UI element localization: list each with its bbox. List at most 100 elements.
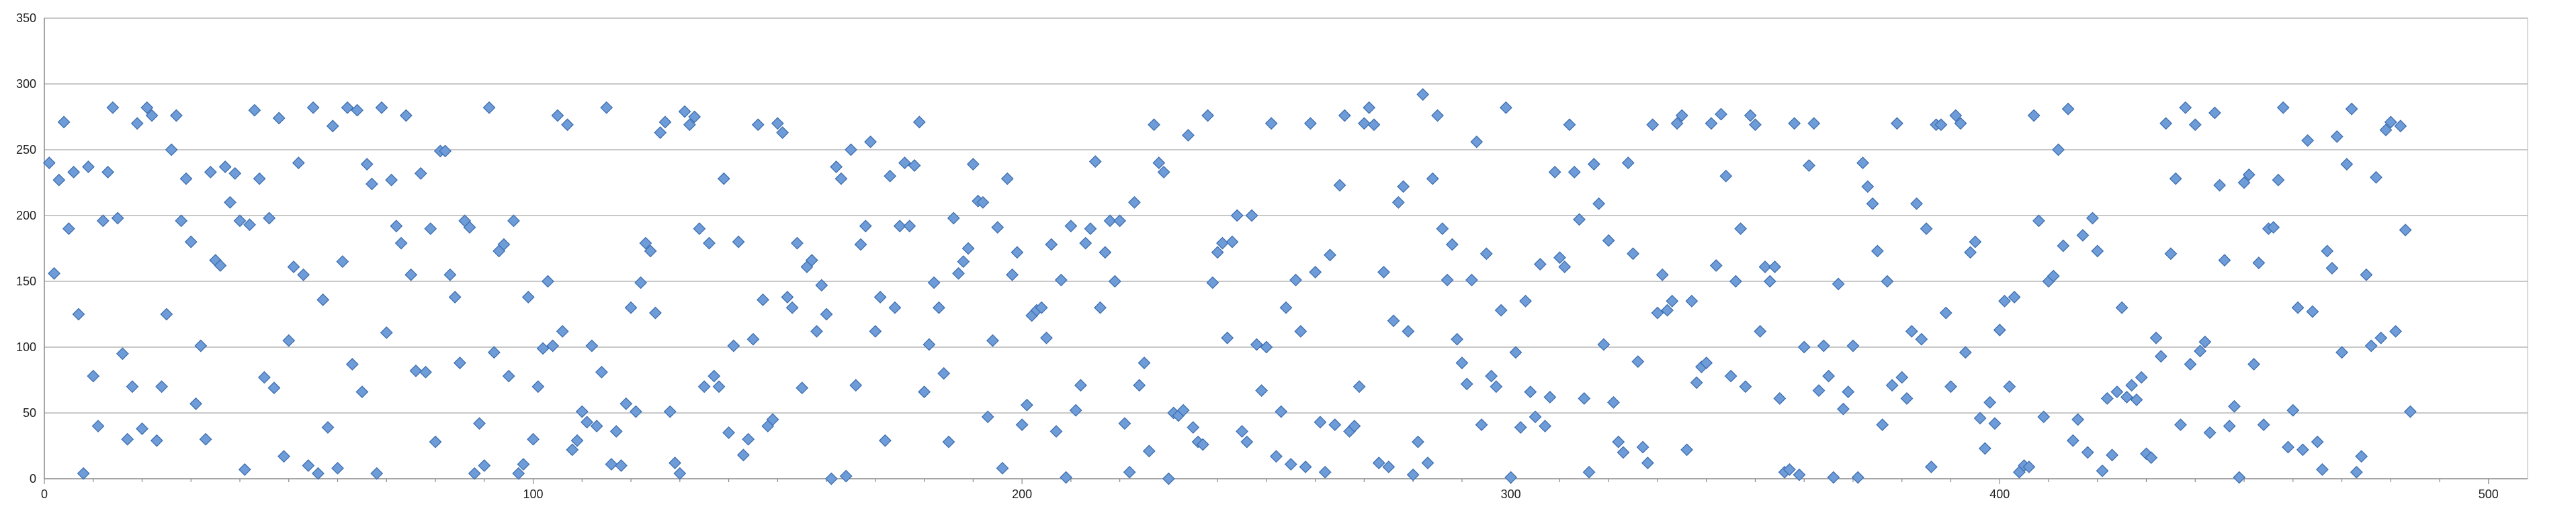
data-point: [2110, 385, 2124, 399]
data-point: [1739, 380, 1752, 393]
data-point: [952, 267, 965, 280]
data-point: [1709, 259, 1723, 272]
data-point: [1416, 88, 1430, 101]
data-point: [976, 195, 990, 209]
data-point: [2208, 106, 2221, 120]
data-point: [712, 380, 726, 393]
data-point: [1558, 261, 1572, 273]
data-point: [404, 268, 418, 281]
data-point: [634, 276, 648, 289]
data-point: [482, 101, 496, 114]
data-point: [321, 421, 335, 434]
data-point: [2184, 358, 2197, 371]
data-point: [414, 167, 427, 180]
data-point: [2345, 102, 2358, 115]
data-point: [257, 371, 271, 384]
data-point: [106, 101, 120, 114]
data-point: [536, 342, 550, 355]
data-point: [429, 435, 442, 449]
data-point: [1406, 468, 1420, 481]
data-point: [1524, 385, 1537, 399]
data-point: [1367, 118, 1381, 132]
data-point: [179, 172, 193, 185]
data-point: [1582, 465, 1596, 479]
data-point: [1519, 294, 1532, 308]
data-point: [937, 367, 951, 380]
data-point: [1049, 425, 1063, 438]
data-point: [1137, 357, 1151, 369]
data-point: [96, 214, 110, 228]
data-point: [82, 160, 95, 173]
data-point: [2267, 221, 2280, 234]
data-point: [2032, 214, 2045, 228]
data-point: [1445, 238, 1459, 251]
data-point: [566, 443, 579, 457]
data-point: [624, 301, 638, 314]
data-point: [873, 291, 887, 303]
data-point: [1142, 444, 1156, 458]
data-point: [2399, 224, 2412, 236]
data-point: [1289, 273, 1302, 287]
y-tick-label: 50: [23, 406, 36, 420]
data-point: [454, 357, 466, 369]
data-point: [1998, 294, 2011, 308]
data-point: [600, 101, 613, 114]
data-point: [991, 221, 1004, 234]
data-point: [1284, 458, 1297, 471]
data-point: [1245, 209, 1258, 222]
data-point: [590, 420, 603, 433]
data-point: [1000, 172, 1014, 185]
data-point: [2306, 305, 2319, 318]
data-point: [1441, 273, 1454, 287]
data-point: [1079, 236, 1092, 250]
data-point: [2316, 463, 2329, 476]
data-point: [2086, 212, 2099, 225]
data-point: [1103, 214, 1117, 228]
data-point: [336, 255, 349, 269]
data-point: [1236, 425, 1248, 438]
y-tick-label: 0: [30, 472, 36, 485]
data-point: [1700, 357, 1713, 369]
data-point: [394, 236, 408, 250]
data-point: [957, 255, 970, 269]
data-point: [551, 109, 564, 122]
data-point: [2057, 239, 2070, 252]
data-point: [918, 385, 931, 399]
data-point: [1485, 369, 1498, 383]
data-point: [385, 173, 398, 187]
data-point: [1045, 238, 1058, 251]
data-point: [961, 242, 975, 255]
data-point: [1182, 129, 1195, 142]
data-point: [1920, 222, 1933, 236]
data-point: [1020, 398, 1033, 412]
data-point: [2384, 115, 2397, 129]
data-point: [140, 101, 154, 114]
data-point: [1568, 165, 1581, 179]
data-point: [1866, 197, 1879, 210]
data-point: [673, 467, 687, 480]
data-point: [1255, 384, 1269, 397]
data-point: [908, 159, 921, 172]
data-point: [663, 405, 677, 418]
data-point: [175, 214, 188, 228]
data-point: [1734, 222, 1748, 236]
x-axis-tick-labels: 0 100 200 300 400 500: [41, 487, 2499, 501]
data-point: [463, 221, 476, 234]
data-point: [1641, 457, 1654, 469]
gridlines: [44, 17, 2528, 414]
data-point: [541, 275, 554, 288]
data-point: [2188, 118, 2202, 132]
data-point: [1900, 392, 1914, 405]
data-point: [1451, 332, 1464, 346]
data-point: [766, 413, 779, 426]
data-point: [1035, 301, 1048, 314]
data-point: [1494, 303, 1508, 317]
data-point: [1539, 420, 1552, 433]
data-point: [1783, 463, 1796, 476]
data-point: [1587, 158, 1600, 171]
data-point: [1602, 234, 1615, 247]
data-point: [791, 236, 804, 250]
data-point: [561, 118, 574, 132]
data-point: [2027, 109, 2041, 122]
